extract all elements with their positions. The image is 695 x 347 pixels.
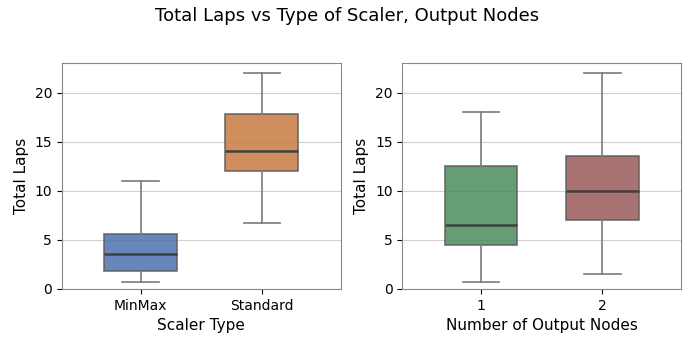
PathPatch shape	[104, 234, 177, 271]
Y-axis label: Total Laps: Total Laps	[354, 138, 370, 214]
Text: Total Laps vs Type of Scaler, Output Nodes: Total Laps vs Type of Scaler, Output Nod…	[156, 7, 539, 25]
PathPatch shape	[445, 166, 518, 245]
PathPatch shape	[566, 156, 639, 220]
X-axis label: Number of Output Nodes: Number of Output Nodes	[445, 318, 638, 333]
X-axis label: Scaler Type: Scaler Type	[157, 318, 245, 333]
Y-axis label: Total Laps: Total Laps	[14, 138, 29, 214]
PathPatch shape	[225, 114, 298, 171]
